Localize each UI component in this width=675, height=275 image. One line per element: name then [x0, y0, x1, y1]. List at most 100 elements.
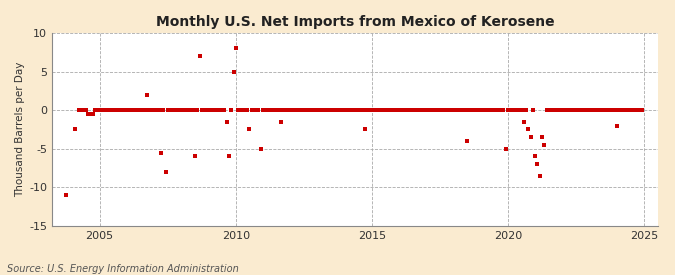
- Point: [421, 108, 432, 112]
- Point: [158, 108, 169, 112]
- Point: [221, 120, 232, 124]
- Point: [278, 108, 289, 112]
- Point: [242, 108, 252, 112]
- Point: [169, 108, 180, 112]
- Point: [265, 108, 275, 112]
- Point: [267, 108, 277, 112]
- Point: [482, 108, 493, 112]
- Point: [210, 108, 221, 112]
- Point: [566, 108, 576, 112]
- Point: [516, 108, 527, 112]
- Point: [523, 127, 534, 132]
- Point: [208, 108, 219, 112]
- Point: [201, 108, 212, 112]
- Point: [185, 108, 196, 112]
- Point: [228, 69, 239, 74]
- Point: [203, 108, 214, 112]
- Point: [92, 108, 103, 112]
- Point: [130, 108, 141, 112]
- Point: [101, 108, 112, 112]
- Point: [495, 108, 506, 112]
- Point: [95, 108, 105, 112]
- Point: [389, 108, 400, 112]
- Point: [382, 108, 393, 112]
- Point: [364, 108, 375, 112]
- Point: [314, 108, 325, 112]
- Point: [142, 92, 153, 97]
- Point: [403, 108, 414, 112]
- Point: [165, 108, 176, 112]
- Point: [580, 108, 591, 112]
- Point: [342, 108, 352, 112]
- Point: [276, 120, 287, 124]
- Point: [634, 108, 645, 112]
- Point: [387, 108, 398, 112]
- Point: [240, 108, 250, 112]
- Point: [355, 108, 366, 112]
- Point: [564, 108, 574, 112]
- Point: [614, 108, 624, 112]
- Point: [394, 108, 404, 112]
- Point: [212, 108, 223, 112]
- Point: [305, 108, 316, 112]
- Point: [307, 108, 318, 112]
- Point: [344, 108, 354, 112]
- Point: [443, 108, 454, 112]
- Point: [271, 108, 282, 112]
- Point: [108, 108, 119, 112]
- Point: [232, 108, 243, 112]
- Point: [407, 108, 418, 112]
- Point: [548, 108, 559, 112]
- Point: [337, 108, 348, 112]
- Point: [455, 108, 466, 112]
- Point: [477, 108, 488, 112]
- Point: [106, 108, 117, 112]
- Point: [410, 108, 421, 112]
- Point: [237, 108, 248, 112]
- Point: [487, 108, 497, 112]
- Point: [545, 108, 556, 112]
- Point: [285, 108, 296, 112]
- Point: [562, 108, 572, 112]
- Point: [283, 108, 294, 112]
- Point: [153, 108, 164, 112]
- Point: [582, 108, 593, 112]
- Point: [335, 108, 346, 112]
- Point: [115, 108, 126, 112]
- Point: [416, 108, 427, 112]
- Point: [405, 108, 416, 112]
- Point: [632, 108, 643, 112]
- Point: [133, 108, 144, 112]
- Point: [60, 193, 71, 197]
- Point: [573, 108, 584, 112]
- Point: [537, 135, 547, 139]
- Point: [593, 108, 604, 112]
- Point: [362, 108, 373, 112]
- Point: [119, 108, 130, 112]
- Point: [380, 108, 391, 112]
- Point: [446, 108, 457, 112]
- Point: [530, 154, 541, 159]
- Point: [466, 108, 477, 112]
- Point: [491, 108, 502, 112]
- Point: [462, 139, 472, 143]
- Point: [502, 108, 513, 112]
- Point: [435, 108, 446, 112]
- Point: [589, 108, 599, 112]
- Point: [625, 108, 636, 112]
- Point: [514, 108, 524, 112]
- Point: [290, 108, 300, 112]
- Point: [623, 108, 634, 112]
- Point: [539, 143, 549, 147]
- Point: [235, 108, 246, 112]
- Point: [441, 108, 452, 112]
- Point: [176, 108, 187, 112]
- Point: [183, 108, 194, 112]
- Point: [392, 108, 402, 112]
- Point: [217, 108, 227, 112]
- Point: [460, 108, 470, 112]
- Point: [484, 108, 495, 112]
- Point: [350, 108, 361, 112]
- Point: [602, 108, 613, 112]
- Point: [587, 108, 597, 112]
